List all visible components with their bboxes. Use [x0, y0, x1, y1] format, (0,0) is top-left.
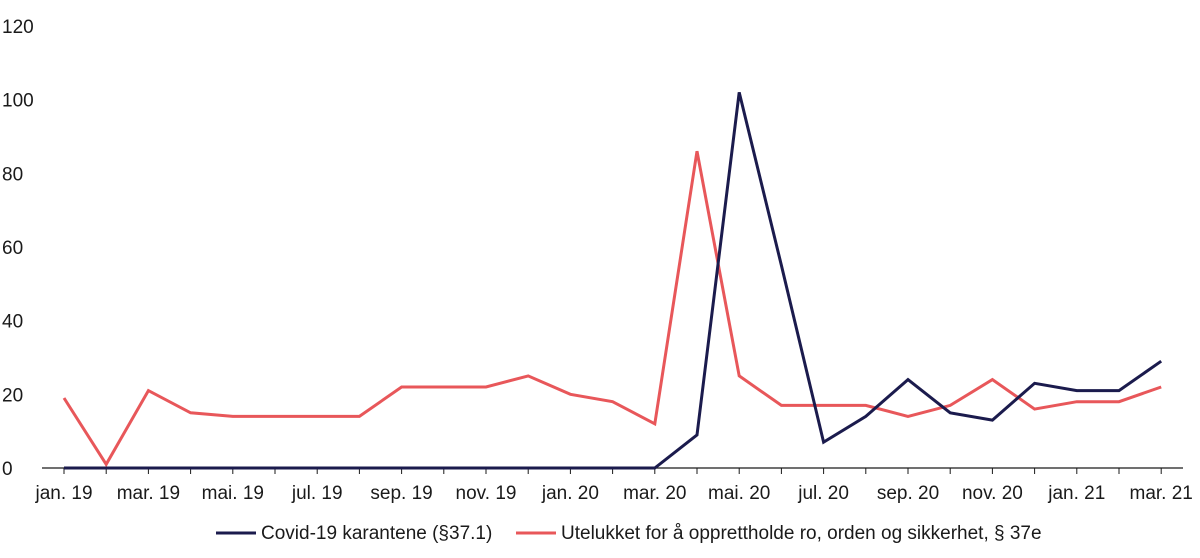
- y-axis: 0 20 40 60 80 100 120: [2, 17, 34, 480]
- x-tick-label: mar. 21: [1130, 483, 1193, 504]
- y-tick-label: 20: [2, 385, 23, 406]
- legend-item-1: Utelukket for å opprettholde ro, orden o…: [516, 523, 1042, 544]
- x-tick-label: jan. 19: [34, 483, 92, 504]
- series-line-1: [62, 150, 1162, 468]
- series-lines: [62, 91, 1163, 470]
- y-tick-label: 120: [2, 17, 34, 38]
- y-tick-label: 60: [2, 238, 23, 259]
- x-tick-label: sep. 19: [370, 483, 432, 504]
- y-tick-label: 40: [2, 312, 23, 333]
- y-tick-label: 80: [2, 164, 23, 185]
- y-tick-label: 0: [2, 459, 13, 480]
- x-tick-label: nov. 19: [456, 483, 517, 504]
- legend-label-1: Utelukket for å opprettholde ro, orden o…: [561, 523, 1042, 544]
- legend-item-0: Covid-19 karantene (§37.1): [216, 523, 492, 544]
- y-tick-label: 100: [2, 91, 34, 112]
- x-tick-label: sep. 20: [877, 483, 939, 504]
- x-axis: jan. 19 mar. 19 mai. 19 jul. 19 sep. 19 nov. …: [34, 468, 1193, 504]
- x-tick-label: jan. 21: [1047, 483, 1105, 504]
- x-tick-label: mai. 19: [202, 483, 264, 504]
- legend-label-0: Covid-19 karantene (§37.1): [261, 523, 492, 544]
- x-tick-label: jan. 20: [541, 483, 599, 504]
- x-tick-label: jul. 19: [291, 483, 343, 504]
- legend: Covid-19 karantene (§37.1) Utelukket for…: [216, 523, 1042, 544]
- x-tick-label: jul. 20: [797, 483, 849, 504]
- x-tick-label: nov. 20: [962, 483, 1023, 504]
- x-tick-label: mai. 20: [708, 483, 770, 504]
- x-tick-label: mar. 19: [117, 483, 180, 504]
- series-line-0: [64, 91, 1163, 470]
- x-tick-label: mar. 20: [623, 483, 686, 504]
